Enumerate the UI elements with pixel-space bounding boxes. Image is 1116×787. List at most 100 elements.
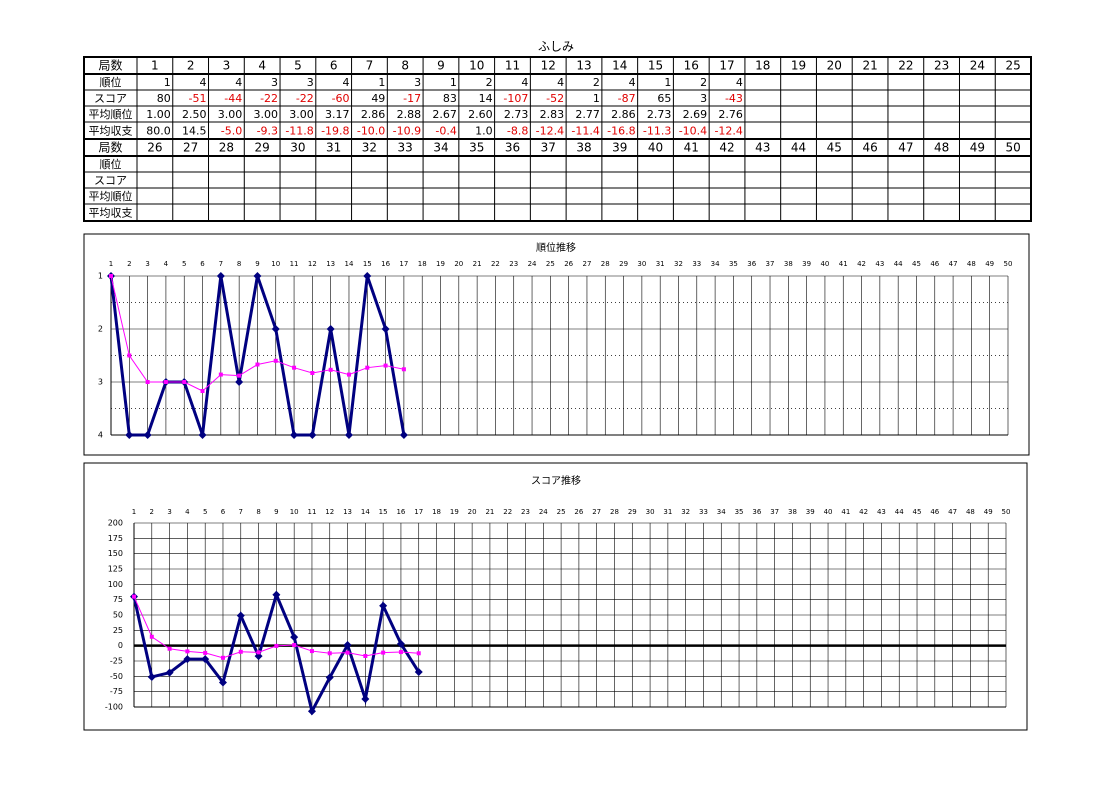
cell: -52 (546, 92, 564, 105)
marker (200, 389, 205, 394)
cell: 4 (629, 76, 636, 89)
cell: 2.86 (611, 108, 636, 121)
cell: 2.88 (397, 108, 422, 121)
x-tick-label: 45 (913, 508, 922, 516)
header-cell: 28 (219, 141, 234, 155)
row-label: 平均収支 (89, 207, 133, 220)
cell: -19.8 (321, 125, 349, 138)
marker (290, 431, 299, 439)
cell: -51 (189, 92, 207, 105)
x-tick-label: 17 (399, 260, 408, 268)
x-tick-label: 38 (788, 508, 797, 516)
marker (414, 668, 423, 677)
marker (272, 590, 281, 599)
marker (361, 695, 370, 704)
cell: 4 (521, 76, 528, 89)
header-cell: 39 (612, 141, 627, 155)
marker (218, 372, 223, 377)
marker (273, 358, 278, 363)
x-tick-label: 16 (381, 260, 390, 268)
x-tick-label: 47 (949, 260, 958, 268)
cell: 14 (479, 92, 493, 105)
row-label: 順位 (100, 75, 122, 89)
x-tick-label: 6 (200, 260, 205, 268)
x-tick-label: 9 (274, 508, 278, 516)
chart-title: 順位推移 (536, 241, 576, 254)
marker (383, 363, 388, 368)
cell: 80.0 (146, 125, 171, 138)
y-tick-label: 0 (118, 641, 123, 650)
header-cell: 42 (719, 141, 734, 155)
marker (396, 639, 405, 648)
x-tick-label: 2 (150, 508, 154, 516)
x-tick-label: 10 (290, 508, 299, 516)
x-tick-label: 6 (221, 508, 226, 516)
marker (381, 650, 386, 655)
x-tick-label: 19 (436, 260, 445, 268)
header-cell: 21 (862, 59, 877, 73)
x-tick-label: 47 (948, 508, 957, 516)
y-tick-label: -25 (110, 657, 123, 666)
x-tick-label: 22 (503, 508, 512, 516)
x-tick-label: 29 (628, 508, 637, 516)
header-cell: 16 (684, 59, 699, 73)
cell: -12.4 (536, 125, 564, 138)
x-tick-label: 50 (1004, 260, 1013, 268)
cell: 65 (657, 92, 671, 105)
x-tick-label: 13 (326, 260, 335, 268)
cell: -5.0 (221, 125, 242, 138)
header-cell: 34 (433, 141, 448, 155)
x-tick-label: 16 (396, 508, 405, 516)
cell: -11.3 (643, 125, 671, 138)
x-tick-label: 41 (839, 260, 848, 268)
cell: 2.77 (575, 108, 600, 121)
x-tick-label: 11 (307, 508, 316, 516)
marker (363, 272, 372, 280)
y-tick-label: 50 (113, 611, 123, 620)
marker (238, 649, 243, 654)
x-tick-label: 18 (418, 260, 427, 268)
marker (253, 272, 262, 280)
cell: 1.00 (146, 108, 171, 121)
cell: 1 (593, 92, 600, 105)
header-cell: 48 (934, 141, 949, 155)
x-tick-label: 1 (132, 508, 136, 516)
header-cell: 12 (541, 59, 556, 73)
header-cell: 40 (648, 141, 663, 155)
x-tick-label: 4 (164, 260, 169, 268)
cell: 2.50 (182, 108, 207, 121)
cell: 83 (443, 92, 457, 105)
x-tick-label: 27 (582, 260, 591, 268)
x-tick-label: 10 (271, 260, 280, 268)
y-tick-label: 125 (108, 565, 123, 574)
marker (127, 353, 132, 358)
cell: 3 (307, 76, 314, 89)
marker (255, 362, 260, 367)
marker (346, 372, 351, 377)
marker (365, 365, 370, 370)
x-tick-label: 36 (752, 508, 761, 516)
cell: 2 (486, 76, 493, 89)
marker (125, 431, 134, 439)
y-tick-label: 175 (108, 534, 123, 543)
cell: 4 (557, 76, 564, 89)
x-tick-label: 24 (539, 508, 548, 516)
x-tick-label: 43 (875, 260, 884, 268)
y-tick-label: -75 (110, 687, 123, 696)
cell: 3.00 (254, 108, 279, 121)
y-tick-label: 75 (113, 595, 123, 604)
marker (182, 380, 187, 384)
x-tick-label: 38 (784, 260, 793, 268)
marker (216, 272, 225, 280)
x-tick-label: 26 (564, 260, 573, 268)
cell: 4 (235, 76, 242, 89)
header-cell: 15 (648, 59, 663, 73)
header-cell: 32 (362, 141, 377, 155)
header-cell: 3 (223, 59, 231, 73)
x-tick-label: 37 (770, 508, 779, 516)
cell: 49 (371, 92, 385, 105)
x-tick-label: 15 (379, 508, 388, 516)
x-tick-label: 32 (681, 508, 690, 516)
cell: -22 (296, 92, 314, 105)
header-cell: 24 (970, 59, 985, 73)
